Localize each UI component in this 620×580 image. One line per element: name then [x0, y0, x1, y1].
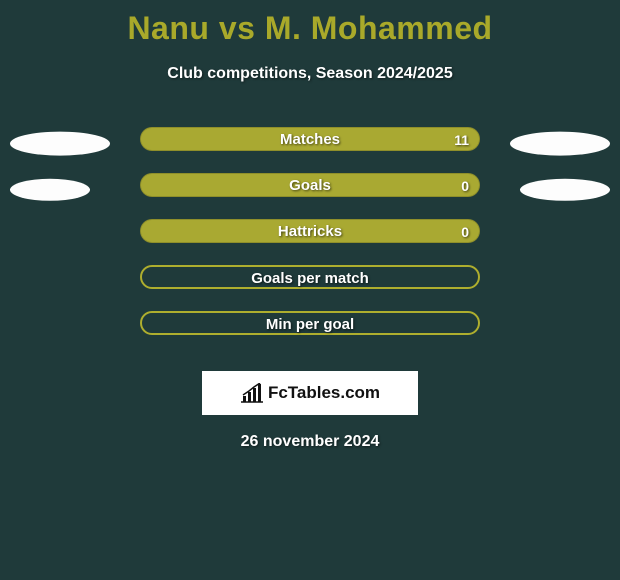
stat-value: 0 — [461, 174, 469, 198]
date-text: 26 november 2024 — [0, 433, 620, 451]
stat-label: Matches — [141, 128, 479, 152]
stat-rows: Matches11Goals0Hattricks0Goals per match… — [0, 123, 620, 353]
left-disc — [10, 132, 110, 156]
stat-value: 0 — [461, 220, 469, 244]
stat-value: 11 — [454, 128, 469, 152]
stat-row: Matches11 — [0, 123, 620, 169]
logo-box: FcTables.com — [202, 371, 418, 415]
left-disc — [10, 179, 90, 201]
stat-label: Min per goal — [142, 313, 478, 337]
logo-text: FcTables.com — [268, 383, 380, 403]
page-title: Nanu vs M. Mohammed — [0, 0, 620, 47]
stat-row: Goals0 — [0, 169, 620, 215]
stat-bar: Goals per match — [140, 265, 480, 289]
bar-chart-icon — [240, 383, 264, 403]
stat-bar: Goals0 — [140, 173, 480, 197]
stat-label: Hattricks — [141, 220, 479, 244]
stat-bar: Matches11 — [140, 127, 480, 151]
stat-row: Hattricks0 — [0, 215, 620, 261]
stat-label: Goals — [141, 174, 479, 198]
stat-row: Min per goal — [0, 307, 620, 353]
right-disc — [520, 179, 610, 201]
stat-bar: Min per goal — [140, 311, 480, 335]
stat-row: Goals per match — [0, 261, 620, 307]
page-subtitle: Club competitions, Season 2024/2025 — [0, 65, 620, 83]
right-disc — [510, 132, 610, 156]
stat-label: Goals per match — [142, 267, 478, 291]
stat-bar: Hattricks0 — [140, 219, 480, 243]
